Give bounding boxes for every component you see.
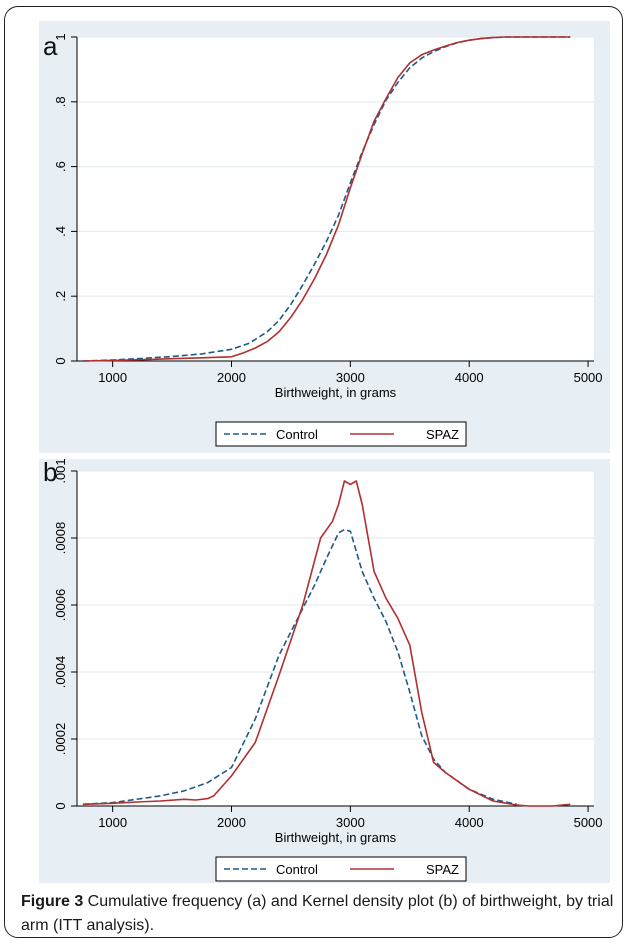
plot-area <box>77 37 594 361</box>
y-tick-label: .8 <box>53 96 68 107</box>
x-tick-label: 1000 <box>98 815 127 830</box>
y-tick-label: .6 <box>53 161 68 172</box>
x-axis-title: Birthweight, in grams <box>275 385 397 400</box>
y-tick-label: .0004 <box>53 656 68 689</box>
x-tick-label: 3000 <box>336 815 365 830</box>
figure-frame: a 0 .2 .4 .6 .8 1 1000 2000 3000 4000 5000 Birthwei… <box>4 6 623 938</box>
y-tick-label: .0008 <box>53 522 68 555</box>
x-tick-label: 4000 <box>455 370 484 385</box>
legend-label-control: Control <box>276 862 318 877</box>
x-axis-title: Birthweight, in grams <box>275 830 397 845</box>
y-tick-label: .0006 <box>53 589 68 622</box>
x-tick-label: 3000 <box>336 370 365 385</box>
y-tick-label: 0 <box>53 802 68 809</box>
panel-a: a 0 .2 .4 .6 .8 1 1000 2000 3000 4000 5000 Birthwei… <box>39 21 610 453</box>
y-tick-label: .4 <box>53 226 68 237</box>
caption-text: Cumulative frequency (a) and Kernel dens… <box>21 893 614 934</box>
caption-label: Figure 3 <box>21 893 84 910</box>
y-tick-label: .001 <box>53 459 68 484</box>
panel-b-label: b <box>43 457 58 487</box>
series-line-spaz <box>82 36 571 362</box>
panel-b: b 0 .0002 .0004 .0006 .0008 .001 1000 2000 3000 4… <box>39 459 610 883</box>
x-tick-label: 2000 <box>217 815 246 830</box>
legend-label-spaz: SPAZ <box>426 862 459 877</box>
x-tick-label: 4000 <box>455 815 484 830</box>
plot-area <box>77 471 594 806</box>
legend-label-control: Control <box>276 427 318 442</box>
x-tick-label: 5000 <box>574 815 603 830</box>
series-line-spaz <box>82 480 571 807</box>
y-tick-label: .0002 <box>53 723 68 756</box>
x-tick-label: 1000 <box>98 370 127 385</box>
x-tick-label: 2000 <box>217 370 246 385</box>
cumulative-frequency-chart: 0 .2 .4 .6 .8 1 1000 2000 3000 4000 5000 Birthweigh… <box>53 33 603 447</box>
legend-label-spaz: SPAZ <box>426 427 459 442</box>
kernel-density-chart: 0 .0002 .0004 .0006 .0008 .001 1000 2000 3000 400… <box>53 459 603 882</box>
panel-a-label: a <box>43 31 58 61</box>
x-tick-label: 5000 <box>574 370 603 385</box>
figure-caption: Figure 3 Cumulative frequency (a) and Ke… <box>21 890 621 938</box>
y-tick-label: 0 <box>53 357 68 364</box>
y-tick-label: .2 <box>53 291 68 302</box>
y-tick-label: 1 <box>53 33 68 40</box>
legend-box <box>215 421 467 447</box>
series-line-control <box>82 528 517 806</box>
legend-box <box>215 856 467 882</box>
